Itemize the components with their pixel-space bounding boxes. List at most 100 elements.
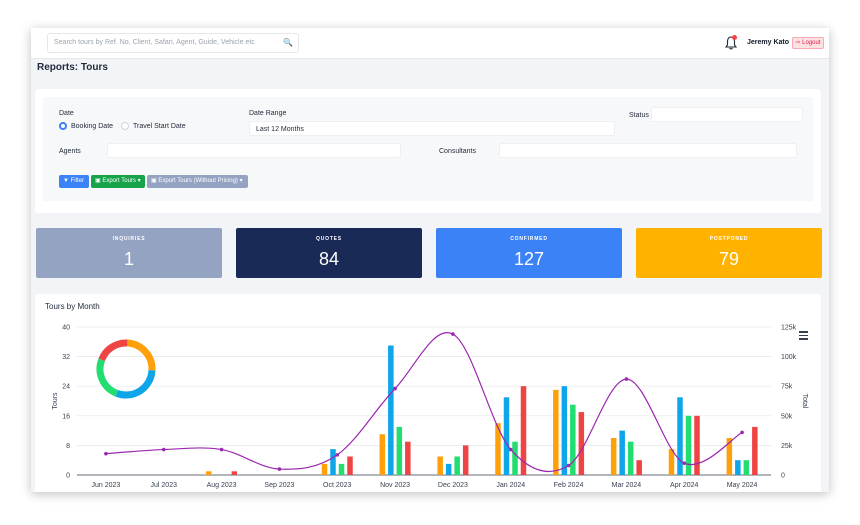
bar: [330, 449, 336, 475]
y-tick-label: 24: [62, 384, 70, 391]
line-point: [161, 447, 166, 452]
y-right-tick-label: 0: [781, 473, 785, 480]
search-input[interactable]: Search tours by Ref. No, Client, Safari,…: [47, 33, 299, 53]
status-select[interactable]: [651, 107, 803, 122]
travel-start-label: Travel Start Date: [133, 123, 186, 130]
travel-start-radio[interactable]: [121, 122, 129, 130]
line-point: [566, 463, 571, 468]
stat-value: 1: [123, 249, 134, 269]
bar: [685, 415, 692, 475]
stat-label: INQUIRIES: [112, 236, 146, 242]
donut-slice: [96, 358, 119, 397]
filter-button[interactable]: ▼ Filter: [59, 175, 89, 188]
y-tick-label: 32: [62, 354, 70, 361]
bar: [570, 404, 576, 475]
file-icon: ▣: [95, 178, 101, 184]
bar: [726, 438, 733, 475]
search-placeholder: Search tours by Ref. No, Client, Safari,…: [54, 39, 255, 46]
booking-date-radio[interactable]: [59, 122, 67, 130]
bar: [379, 434, 386, 475]
line-point: [682, 461, 687, 465]
stat-card-confirmed: CONFIRMED 127: [436, 228, 622, 278]
search-icon[interactable]: 🔍: [283, 38, 293, 47]
x-tick-label: Oct 2023: [323, 482, 352, 489]
donut-slice: [98, 339, 128, 362]
line-point: [335, 453, 340, 457]
x-tick-label: Apr 2024: [670, 482, 699, 489]
date-range-select[interactable]: Last 12 Months: [249, 121, 615, 136]
consultants-select[interactable]: [499, 143, 797, 158]
export-no-pricing-label: Export Tours (Without Pricing): [158, 178, 238, 184]
line-point: [104, 451, 108, 456]
bar: [437, 456, 443, 475]
export-tours-label: Export Tours: [102, 178, 136, 184]
date-range-label: Date Range: [249, 110, 287, 117]
user-name: Jeremy Kato: [747, 39, 790, 46]
bar: [627, 441, 634, 475]
x-tick-label: Dec 2023: [438, 482, 468, 489]
bar: [735, 460, 741, 475]
agents-label: Agents: [59, 148, 81, 155]
x-tick-label: Aug 2023: [207, 482, 237, 489]
line-point: [451, 332, 455, 336]
bar: [578, 412, 585, 475]
filter-icon: ▼: [63, 178, 69, 184]
stat-value: 127: [513, 249, 545, 269]
filter-panel: Date Booking Date Travel Start Date Date…: [43, 97, 813, 201]
booking-date-label: Booking Date: [71, 123, 114, 130]
bar: [677, 397, 683, 475]
agents-select[interactable]: [107, 143, 401, 158]
y-axis-title: Tours: [52, 392, 59, 410]
stat-label: POSTPONED: [709, 236, 749, 242]
stat-value: 84: [318, 249, 340, 269]
bar: [347, 456, 353, 475]
stat-card-postponed: POSTPONED 79: [636, 228, 822, 278]
stat-label: QUOTES: [316, 236, 342, 242]
line-point: [740, 430, 744, 435]
logout-button[interactable]: ⇨ Logout: [792, 37, 824, 49]
bar: [388, 345, 394, 475]
logout-icon: ⇨: [795, 40, 801, 46]
x-tick-label: Mar 2024: [612, 482, 642, 489]
tours-by-month-chart: 0 8 16 24 32 40 0 25k 50k 75k 100k 125k Tours Total Ju…: [52, 325, 808, 490]
bar: [668, 449, 675, 475]
export-tours-button[interactable]: ▣ Export Tours ▾: [91, 175, 145, 188]
x-tick-label: Jan 2024: [496, 482, 525, 489]
donut-slice: [115, 369, 156, 399]
consultants-label: Consultants: [439, 148, 476, 155]
stat-card-quotes: QUOTES 84: [236, 228, 422, 278]
stat-label: CONFIRMED: [510, 236, 548, 242]
bar: [206, 471, 212, 475]
notification-badge: [732, 35, 737, 40]
bar: [619, 430, 625, 475]
bar: [396, 426, 403, 475]
bar: [553, 389, 559, 475]
y-right-tick-label: 75k: [781, 384, 793, 391]
bar: [462, 445, 469, 475]
bar: [520, 386, 527, 475]
bar: [405, 441, 411, 475]
stat-card-inquiries: INQUIRIES 1: [36, 228, 222, 278]
app-window: Search tours by Ref. No, Client, Safari,…: [31, 28, 829, 492]
bar: [445, 463, 452, 475]
export-no-pricing-button[interactable]: ▣ Export Tours (Without Pricing) ▾: [147, 175, 248, 188]
chart-card: Tours by Month 0 8 16 24 32 40 0 25k 50k 75k 100k 1…: [35, 294, 821, 492]
filter-card: Date Booking Date Travel Start Date Date…: [35, 89, 821, 213]
bar: [610, 438, 617, 475]
date-label: Date: [59, 110, 74, 117]
filter-button-label: Filter: [70, 178, 84, 184]
chart-menu-icon[interactable]: [799, 331, 808, 340]
bar: [561, 386, 568, 475]
x-tick-label: Jun 2023: [92, 482, 121, 489]
line-point: [277, 467, 282, 471]
bar: [503, 397, 510, 475]
chart-title: Tours by Month: [45, 302, 100, 311]
bar: [321, 463, 328, 475]
stat-value: 79: [718, 249, 740, 269]
y-tick-label: 0: [66, 473, 70, 480]
bar: [752, 426, 758, 475]
bar: [694, 415, 700, 475]
bar: [231, 471, 238, 475]
bar: [495, 423, 501, 475]
logout-label: Logout: [802, 40, 821, 46]
